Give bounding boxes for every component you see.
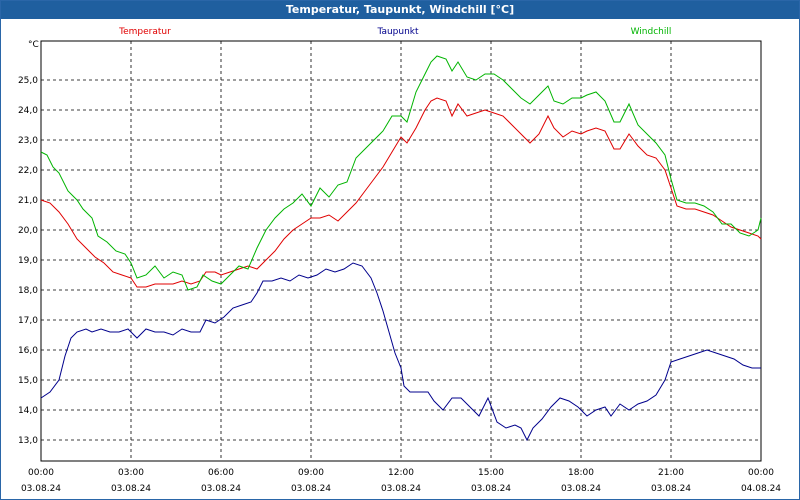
x-tick-time: 06:00 <box>208 468 234 478</box>
x-tick-date: 03.08.24 <box>471 484 511 494</box>
x-tick-labels: 00:00 03.08.24 03:00 03.08.24 06:00 03.08.24 0… <box>21 468 781 494</box>
series-line-temperatur <box>40 97 762 288</box>
y-tick-label: 13,0 <box>18 436 38 446</box>
legend-temperatur: Temperatur <box>118 27 171 37</box>
x-tick-time: 09:00 <box>298 468 324 478</box>
series-line-windchill <box>40 55 762 291</box>
x-tick-time: 03:00 <box>118 468 144 478</box>
y-tick-label: 17,0 <box>18 316 38 326</box>
x-tick-date: 04.08.24 <box>741 484 781 494</box>
x-tick-time: 12:00 <box>388 468 414 478</box>
y-axis-label: °C <box>28 40 39 50</box>
y-tick-label: 22,0 <box>18 166 38 176</box>
x-tick-date: 03.08.24 <box>651 484 691 494</box>
y-tick-label: 19,0 <box>18 256 38 266</box>
legend-taupunkt: Taupunkt <box>376 27 419 37</box>
legend-windchill: Windchill <box>631 27 672 37</box>
y-tick-label: 21,0 <box>18 196 38 206</box>
x-tick-date: 03.08.24 <box>111 484 151 494</box>
y-tick-label: 18,0 <box>18 286 38 296</box>
y-tick-label: 24,0 <box>18 106 38 116</box>
y-tick-label: 20,0 <box>18 226 38 236</box>
y-tick-label: 15,0 <box>18 376 38 386</box>
x-tick-time: 00:00 <box>748 468 774 478</box>
y-tick-labels: 13,0 14,0 15,0 16,0 17,0 18,0 19,0 20,0 21,0 22,0… <box>18 76 38 446</box>
x-tick-date: 03.08.24 <box>21 484 61 494</box>
legend: Temperatur Taupunkt Windchill <box>118 27 671 37</box>
y-tick-label: 25,0 <box>18 76 38 86</box>
x-tick-date: 03.08.24 <box>291 484 331 494</box>
line-chart: 13,0 14,0 15,0 16,0 17,0 18,0 19,0 20,0 21,0 22,0… <box>18 27 781 494</box>
x-tick-time: 18:00 <box>568 468 594 478</box>
grid-lines <box>41 41 761 461</box>
x-tick-date: 03.08.24 <box>201 484 241 494</box>
x-tick-time: 21:00 <box>658 468 684 478</box>
y-tick-label: 23,0 <box>18 136 38 146</box>
x-tick-time: 00:00 <box>28 468 54 478</box>
x-tick-date: 03.08.24 <box>381 484 421 494</box>
series-line-taupunkt <box>40 262 761 442</box>
y-tick-label: 16,0 <box>18 346 38 356</box>
x-tick-time: 15:00 <box>478 468 504 478</box>
series-lines <box>40 55 762 442</box>
y-tick-label: 14,0 <box>18 406 38 416</box>
window-title: Temperatur, Taupunkt, Windchill [°C] <box>1 1 799 19</box>
x-tick-date: 03.08.24 <box>561 484 601 494</box>
